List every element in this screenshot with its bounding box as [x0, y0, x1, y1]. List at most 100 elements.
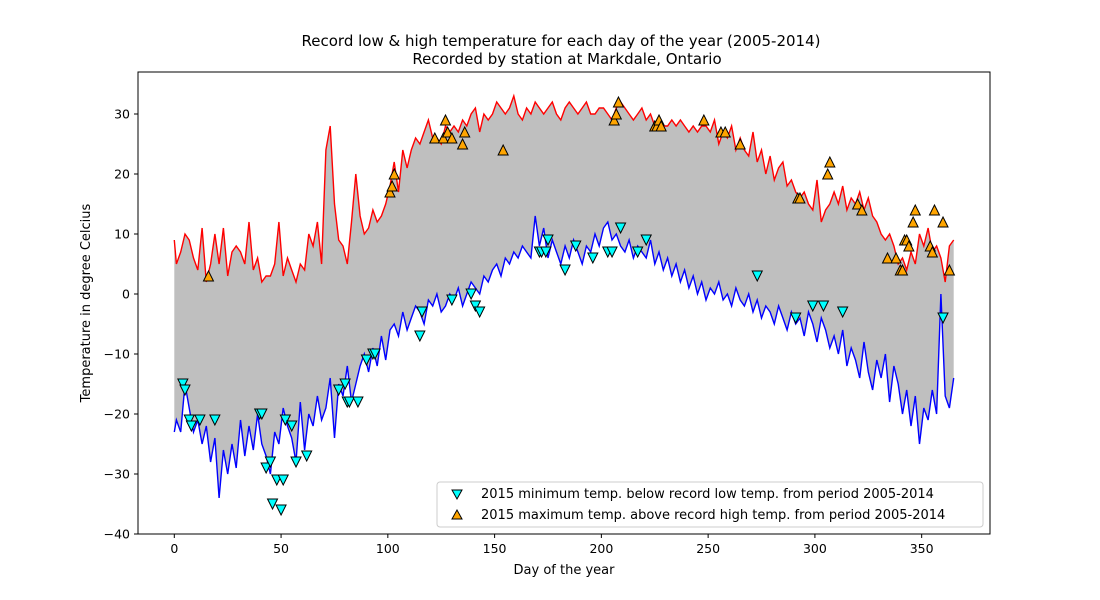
marker-2015-high	[608, 113, 620, 126]
marker-2015-high	[890, 251, 902, 264]
marker-2015-low	[369, 348, 381, 361]
marker-2015-low	[836, 306, 849, 319]
y-tick-label: −20	[104, 407, 130, 422]
y-tick-label: 20	[114, 167, 130, 182]
marker-2015-low	[185, 420, 198, 433]
chart-subtitle: Recorded by station at Markdale, Ontario	[412, 50, 721, 68]
marker-2015-low	[446, 294, 458, 307]
y-axis-label: Temperature in degree Celcius	[79, 203, 94, 403]
record-range-fill	[174, 96, 954, 498]
marker-2015-high	[928, 203, 941, 216]
marker-2015-high	[907, 215, 919, 228]
legend-box	[436, 481, 984, 528]
marker-2015-high	[202, 269, 215, 282]
marker-2015-high	[458, 125, 471, 138]
marker-2015-low	[264, 456, 277, 469]
marker-2015-low	[469, 300, 482, 313]
marker-2015-low	[290, 456, 302, 469]
x-tick-label: 350	[910, 541, 934, 556]
legend-marker-low	[451, 489, 463, 501]
x-tick-label: 200	[589, 541, 613, 556]
marker-2015-high	[497, 143, 509, 156]
x-tick-label: 50	[273, 541, 289, 556]
marker-2015-low	[937, 312, 949, 325]
marker-2015-high	[441, 125, 454, 138]
marker-2015-high	[456, 137, 469, 150]
marker-2015-low	[587, 252, 599, 265]
legend-marker-high	[451, 508, 463, 520]
marker-2015-high	[439, 113, 452, 126]
axes-frame	[137, 71, 991, 535]
y-tick-label: 10	[114, 227, 130, 242]
marker-2015-low	[285, 420, 298, 433]
marker-2015-low	[275, 504, 287, 517]
marker-2015-low	[277, 474, 290, 487]
marker-2015-high	[734, 137, 746, 150]
markers-2015-low	[177, 222, 949, 517]
marker-2015-low	[266, 498, 279, 511]
x-tick-label: 0	[170, 541, 178, 556]
marker-2015-low	[360, 354, 373, 367]
legend-label-high: 2015 maximum temp. above record high tem…	[481, 508, 945, 523]
marker-2015-low	[279, 414, 292, 427]
marker-2015-high	[794, 191, 806, 204]
marker-2015-low	[789, 312, 802, 325]
marker-2015-low	[414, 330, 426, 343]
marker-2015-low	[631, 246, 644, 259]
marker-2015-low	[260, 462, 272, 475]
marker-2015-high	[881, 251, 894, 264]
marker-2015-high	[386, 179, 398, 192]
marker-2015-low	[751, 270, 764, 283]
marker-2015-low	[179, 384, 191, 397]
marker-2015-high	[388, 167, 401, 180]
marker-2015-low	[606, 246, 618, 259]
marker-2015-high	[429, 131, 441, 144]
x-tick-label: 100	[376, 541, 400, 556]
marker-2015-high	[698, 113, 710, 126]
x-tick-label: 150	[483, 541, 507, 556]
marker-2015-low	[542, 234, 554, 247]
marker-2015-high	[903, 239, 915, 252]
marker-2015-low	[352, 396, 364, 409]
marker-2015-low	[569, 240, 582, 253]
marker-2015-low	[416, 306, 428, 319]
record-high-line	[173, 93, 955, 285]
marker-2015-high	[851, 197, 864, 210]
legend: 2015 minimum temp. below record low temp…	[436, 481, 984, 528]
marker-2015-low	[300, 450, 313, 463]
marker-2015-low	[209, 414, 221, 427]
marker-2015-low	[339, 378, 351, 391]
y-tick-label: −10	[104, 347, 130, 362]
y-tick-label: 0	[122, 287, 130, 302]
record-low-line	[173, 215, 955, 499]
marker-2015-low	[540, 246, 552, 259]
marker-2015-high	[437, 131, 450, 144]
y-tick-label: −40	[104, 527, 130, 542]
x-axis-label: Day of the year	[514, 563, 616, 578]
y-tick-label: −30	[104, 467, 130, 482]
chart-title: Record low & high temperature for each d…	[302, 32, 821, 50]
marker-2015-low	[614, 222, 627, 235]
marker-2015-high	[926, 245, 939, 258]
marker-2015-low	[473, 306, 486, 319]
marker-2015-low	[194, 414, 206, 427]
legend-label-low: 2015 minimum temp. below record low temp…	[481, 487, 934, 502]
marker-2015-high	[446, 131, 458, 144]
x-tick-label: 250	[696, 541, 720, 556]
marker-2015-high	[384, 185, 396, 198]
marker-2015-high	[856, 203, 868, 216]
marker-2015-low	[256, 408, 268, 421]
marker-2015-low	[343, 396, 356, 409]
x-axis-ticks: 0 50 100 150 200 250 300 350	[170, 534, 934, 556]
marker-2015-high	[655, 119, 667, 132]
plot-area	[173, 93, 956, 517]
marker-2015-high	[937, 215, 949, 228]
marker-2015-low	[177, 378, 189, 391]
marker-2015-low	[183, 414, 196, 427]
marker-2015-high	[909, 203, 922, 216]
marker-2015-high	[821, 167, 834, 180]
y-tick-label: 30	[114, 107, 130, 122]
marker-2015-high	[896, 263, 909, 276]
marker-2015-high	[943, 263, 956, 276]
